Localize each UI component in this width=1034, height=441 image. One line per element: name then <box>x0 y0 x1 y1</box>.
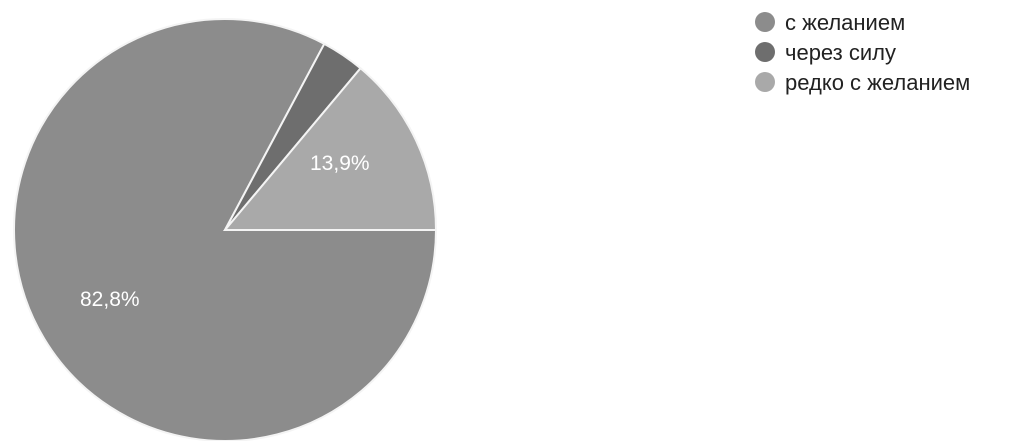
pie-slice-label-1: 82,8% <box>80 288 140 311</box>
pie-slice-3 <box>222 66 438 231</box>
legend-marker-1 <box>755 12 775 32</box>
pie-slice-label-3: 13,9% <box>310 152 370 175</box>
legend-label-1: с желанием <box>785 10 905 35</box>
legend-marker-2 <box>755 42 775 62</box>
legend: с желанием через силу редко с желанием <box>755 10 970 95</box>
legend-marker-3 <box>755 72 775 92</box>
legend-label-3: редко с желанием <box>785 70 970 95</box>
pie-slice-labels: 82,8% 13,9% <box>80 152 370 311</box>
pie-slices <box>13 18 438 441</box>
legend-label-2: через силу <box>785 40 896 65</box>
